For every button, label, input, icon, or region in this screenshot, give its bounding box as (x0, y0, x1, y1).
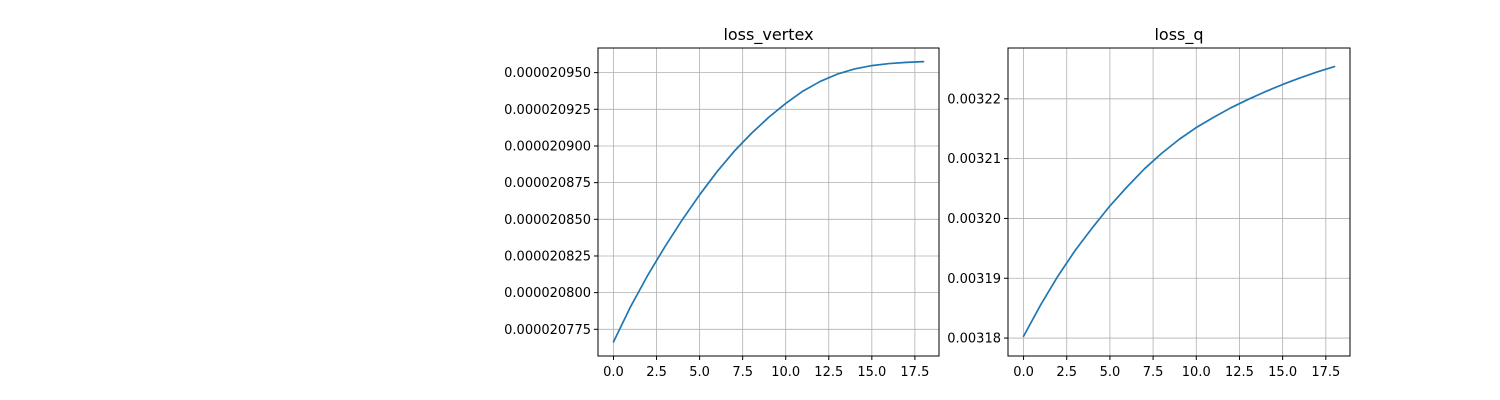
y-tick-label: 0.000020825 (504, 249, 591, 264)
x-axis-ticks: 0.0 2.5 5.0 7.5 10.0 12.5 15.0 17.5 (1013, 356, 1340, 380)
series-polyline (612, 60, 925, 343)
y-tick-label: 0.00321 (947, 152, 1001, 167)
x-tick-label: 7.5 (1143, 365, 1164, 380)
x-tick-label: 2.5 (646, 365, 667, 380)
y-tick-label: 0.00318 (947, 332, 1001, 347)
x-tick-label: 5.0 (1100, 365, 1121, 380)
x-tick-label: 15.0 (857, 365, 886, 380)
x-tick-label: 10.0 (771, 365, 800, 380)
x-tick-label: 10.0 (1182, 365, 1211, 380)
y-tick-label: 0.000020925 (504, 103, 591, 118)
y-tick-label: 0.00319 (947, 272, 1001, 287)
y-tick-label: 0.000020900 (504, 139, 591, 154)
x-tick-label: 0.0 (603, 365, 624, 380)
x-tick-label: 12.5 (814, 365, 843, 380)
y-axis-ticks: 0.00318 0.00319 0.00320 0.00321 0.00322 (947, 92, 1008, 347)
y-tick-label: 0.00322 (947, 92, 1001, 107)
x-tick-label: 17.5 (1311, 365, 1340, 380)
y-tick-label: 0.000020950 (504, 66, 591, 81)
x-tick-label: 7.5 (732, 365, 753, 380)
panel-loss-vertex: loss_vertex 0.0 2.5 5.0 7.5 10.0 12.5 15.0 17.5… (504, 25, 940, 380)
plot-frame (1007, 47, 1351, 357)
gridlines (1008, 48, 1350, 356)
y-tick-label: 0.000020850 (504, 213, 591, 228)
y-tick-label: 0.000020800 (504, 286, 591, 301)
series-line (612, 60, 925, 343)
x-tick-label: 12.5 (1225, 365, 1254, 380)
gridlines (598, 48, 939, 356)
x-tick-label: 15.0 (1268, 365, 1297, 380)
y-tick-label: 0.000020875 (504, 176, 591, 191)
series-polyline (1022, 65, 1336, 338)
x-tick-label: 17.5 (900, 365, 929, 380)
x-axis-ticks: 0.0 2.5 5.0 7.5 10.0 12.5 15.0 17.5 (603, 356, 929, 380)
x-tick-label: 0.0 (1013, 365, 1034, 380)
panel-title: loss_vertex (723, 25, 813, 45)
y-tick-label: 0.00320 (947, 212, 1001, 227)
y-axis-ticks: 0.000020775 0.000020800 0.000020825 0.00002… (504, 66, 598, 338)
panel-title: loss_q (1154, 25, 1203, 45)
plot-frame (597, 47, 940, 357)
x-tick-label: 5.0 (689, 365, 710, 380)
series-line (1022, 65, 1336, 338)
x-tick-label: 2.5 (1056, 365, 1077, 380)
panel-loss-q: loss_q 0.0 2.5 5.0 7.5 10.0 12.5 15.0 17.5 0.00… (947, 25, 1351, 380)
y-tick-label: 0.000020775 (504, 323, 591, 338)
